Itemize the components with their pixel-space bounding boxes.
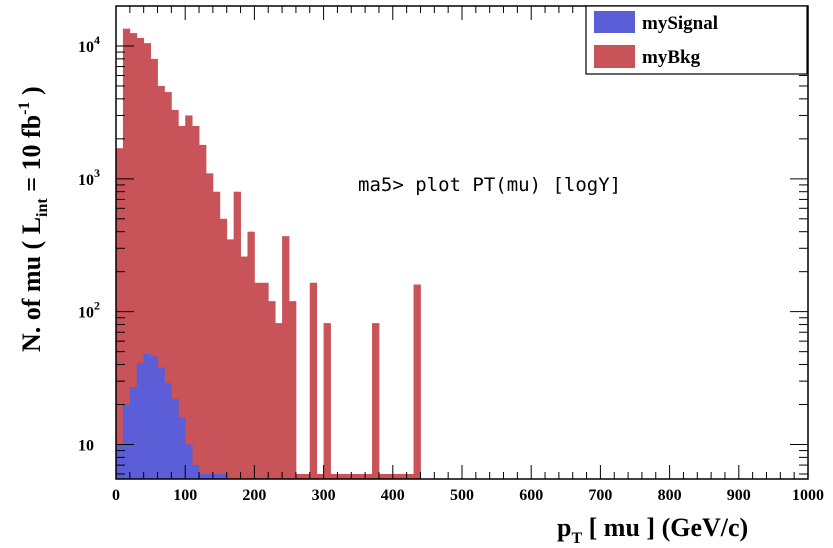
bkg-bar [358, 473, 366, 479]
x-tick-label: 400 [381, 487, 405, 504]
bkg-bar [254, 282, 262, 479]
signal-bar [122, 404, 131, 479]
signal-bar [129, 387, 138, 479]
signal-bar [171, 399, 179, 479]
signal-bar [150, 356, 158, 479]
signal-bar [116, 444, 124, 479]
x-tick-label: 0 [112, 487, 120, 504]
bkg-bar [406, 473, 414, 479]
bkg-bar [413, 284, 421, 479]
y-tick-label: 104 [78, 33, 100, 56]
bkg-bar [282, 236, 290, 479]
signal-bar [192, 465, 200, 479]
bkg-bar [136, 37, 145, 480]
x-tick-label: 500 [450, 487, 474, 504]
y-axis-title-a: N. of mu ( L [17, 217, 46, 352]
x-tick-label: 600 [519, 487, 543, 504]
bkg-bar [392, 473, 401, 479]
y-axis-title-c: ) [17, 86, 46, 101]
bkg-bar [295, 473, 304, 479]
signal-bar [164, 383, 172, 479]
bkg-bar [372, 323, 380, 479]
legend-label-bkg: myBkg [642, 47, 701, 68]
legend-swatch-bkg [594, 45, 635, 68]
y-axis-title: N. of mu ( Lint = 10 fb-1 ) [16, 86, 51, 352]
bkg-bar [309, 282, 318, 479]
signal-histogram [116, 354, 228, 479]
x-tick-label: 800 [658, 487, 682, 504]
bkg-bar [399, 473, 408, 479]
signal-bar [212, 473, 221, 479]
bkg-bar [344, 473, 352, 479]
y-tick-label: 102 [78, 299, 100, 322]
bkg-bar [129, 33, 138, 480]
bkg-bar [122, 28, 131, 480]
x-axis-title-sub: T [571, 530, 582, 547]
bkg-bar [351, 473, 359, 479]
annotation-command: ma5> plot PT(mu) [logY] [358, 174, 621, 196]
x-tick-label: 100 [173, 487, 197, 504]
y-tick-label: 10 [78, 438, 94, 455]
legend-label-signal: mySignal [642, 13, 718, 34]
bkg-bar [316, 473, 324, 479]
bkg-bar [199, 144, 207, 480]
bkg-bar [268, 301, 276, 479]
bkg-histogram [116, 28, 421, 480]
signal-bar [199, 473, 207, 479]
y-axis-title-sub: int [34, 198, 51, 217]
bkg-bar [323, 323, 331, 479]
bkg-bar [233, 191, 241, 479]
signal-bar [157, 367, 165, 479]
bkg-bar [178, 125, 186, 479]
bkg-bar [192, 125, 200, 479]
y-tick-labels: 10 102 103 104 [78, 33, 100, 455]
x-tick-label: 700 [588, 487, 612, 504]
bkg-bar [261, 282, 269, 479]
bkg-bar [143, 43, 151, 480]
x-tick-labels: 0 100 200 300 400 500 600 700 800 900 1000 [112, 487, 824, 504]
x-tick-label: 900 [727, 487, 751, 504]
signal-bar [219, 473, 228, 479]
bkg-bar [164, 92, 172, 479]
signal-bar [136, 363, 145, 479]
bkg-bar [337, 473, 345, 479]
signal-bar [185, 444, 193, 479]
x-tick-label: 300 [312, 487, 336, 504]
signal-bar [143, 354, 151, 479]
bkg-bar [365, 473, 373, 479]
x-tick-label: 200 [242, 487, 266, 504]
bkg-bar [116, 148, 124, 479]
y-axis-title-sup: -1 [16, 102, 33, 115]
y-tick-label: 103 [78, 166, 100, 189]
bkg-bar [157, 85, 165, 479]
bkg-bar [247, 231, 255, 479]
bkg-bar [150, 58, 158, 480]
bkg-bar [302, 473, 311, 479]
bkg-bar [378, 473, 387, 479]
signal-bar [178, 417, 186, 479]
x-axis-title: pT [ mu ] (GeV/c) [557, 513, 748, 547]
x-axis-title-main: p [557, 513, 571, 542]
x-tick-label: 1000 [792, 487, 824, 504]
y-axis-title-b: = 10 fb [17, 115, 46, 198]
bkg-bar [289, 301, 297, 479]
bkg-bar [185, 115, 193, 479]
bkg-bar [212, 191, 221, 479]
bkg-bar [275, 323, 283, 479]
bkg-bar [330, 473, 338, 479]
bkg-bar [226, 239, 235, 479]
legend: mySignal myBkg [585, 5, 808, 75]
bkg-bar [240, 256, 248, 479]
legend-swatch-signal [594, 11, 635, 33]
signal-bar [205, 473, 214, 479]
bkg-bar [385, 473, 394, 479]
bkg-bar [205, 173, 214, 479]
x-axis-title-rest: [ mu ] (GeV/c) [582, 513, 748, 542]
bkg-bar [219, 218, 228, 479]
bkg-bar [171, 109, 179, 479]
